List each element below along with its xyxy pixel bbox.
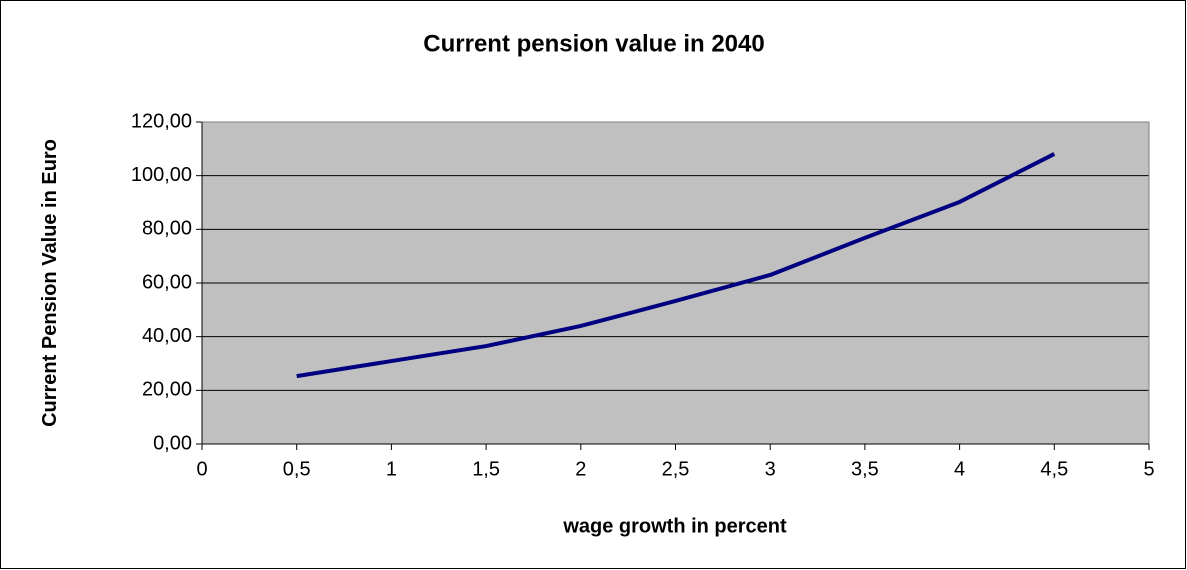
y-tick-label: 60,00 xyxy=(142,271,192,293)
x-tick-label: 2 xyxy=(575,458,586,480)
x-tick-label: 3 xyxy=(765,458,776,480)
y-tick-label: 40,00 xyxy=(142,325,192,347)
x-tick-label: 3,5 xyxy=(851,458,879,480)
x-tick-label: 5 xyxy=(1143,458,1154,480)
y-tick-label: 80,00 xyxy=(142,218,192,240)
x-tick-label: 4,5 xyxy=(1040,458,1068,480)
y-tick-label: 100,00 xyxy=(131,164,192,186)
y-tick-label: 120,00 xyxy=(131,110,192,132)
y-tick-label: 0,00 xyxy=(153,432,192,454)
chart-title: Current pension value in 2040 xyxy=(423,30,764,57)
x-tick-label: 2,5 xyxy=(662,458,690,480)
x-axis-title: wage growth in percent xyxy=(562,515,787,537)
x-tick-label: 4 xyxy=(954,458,965,480)
x-tick-label: 1,5 xyxy=(472,458,500,480)
x-tick-label: 0,5 xyxy=(283,458,311,480)
y-tick-label: 20,00 xyxy=(142,379,192,401)
x-tick-label: 0 xyxy=(196,458,207,480)
data-line xyxy=(296,152,1056,379)
x-tick-label: 1 xyxy=(386,458,397,480)
y-axis-title: Current Pension Value in Euro xyxy=(39,139,61,427)
